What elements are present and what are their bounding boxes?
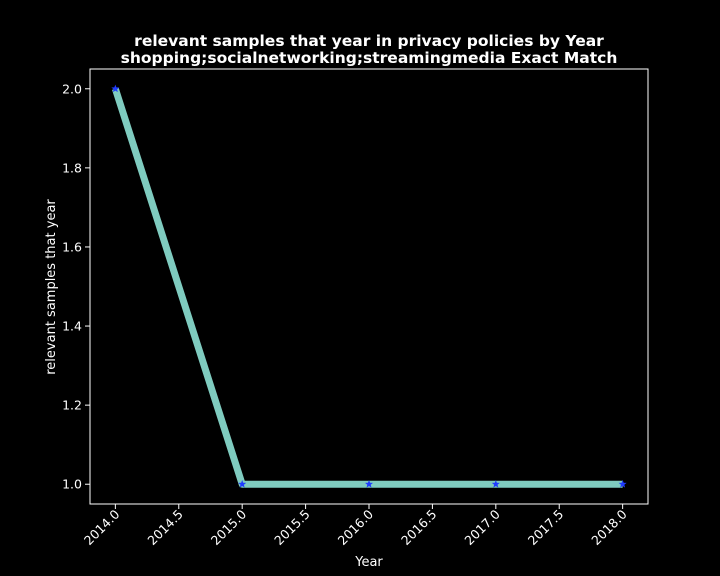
marker-layer (111, 84, 627, 488)
data-point (365, 480, 373, 488)
data-point (618, 480, 627, 488)
data-point (111, 84, 120, 93)
x-tick-label: 2014.0 (81, 506, 123, 548)
y-tick-label: 1.4 (62, 319, 82, 334)
series-line (112, 87, 623, 488)
y-axis-label: relevant samples that year (44, 199, 59, 375)
x-tick-label: 2017.5 (525, 507, 567, 549)
x-tick-label: 2014.5 (144, 507, 186, 549)
x-tick-label: 2015.0 (208, 506, 250, 548)
data-point (238, 480, 247, 488)
y-axis-ticks: 1.0 1.2 1.4 1.6 1.8 2.0 (62, 81, 90, 492)
x-tick-label: 2017.0 (461, 506, 503, 548)
x-tick-label: 2016.0 (335, 506, 377, 548)
y-tick-label: 1.2 (62, 398, 82, 413)
data-point (491, 480, 500, 488)
axes-frame (89, 68, 649, 505)
x-axis-ticks: 2014.0 2014.5 2015.0 2015.5 2016.0 2016.5 2017… (81, 504, 630, 548)
chart-title-line-2: shopping;socialnetworking;streamingmedia… (120, 49, 618, 67)
x-tick-label: 2016.5 (398, 507, 440, 549)
y-tick-label: 2.0 (62, 81, 82, 96)
x-tick-label: 2015.5 (271, 507, 313, 549)
x-tick-label: 2018.0 (588, 506, 630, 548)
y-tick-label: 1.0 (62, 477, 82, 492)
chart-title-line-1: relevant samples that year in privacy po… (134, 32, 604, 50)
y-tick-label: 1.6 (62, 239, 82, 254)
y-tick-label: 1.8 (62, 160, 82, 175)
series-layer (112, 87, 623, 488)
x-axis-label: Year (354, 555, 383, 570)
